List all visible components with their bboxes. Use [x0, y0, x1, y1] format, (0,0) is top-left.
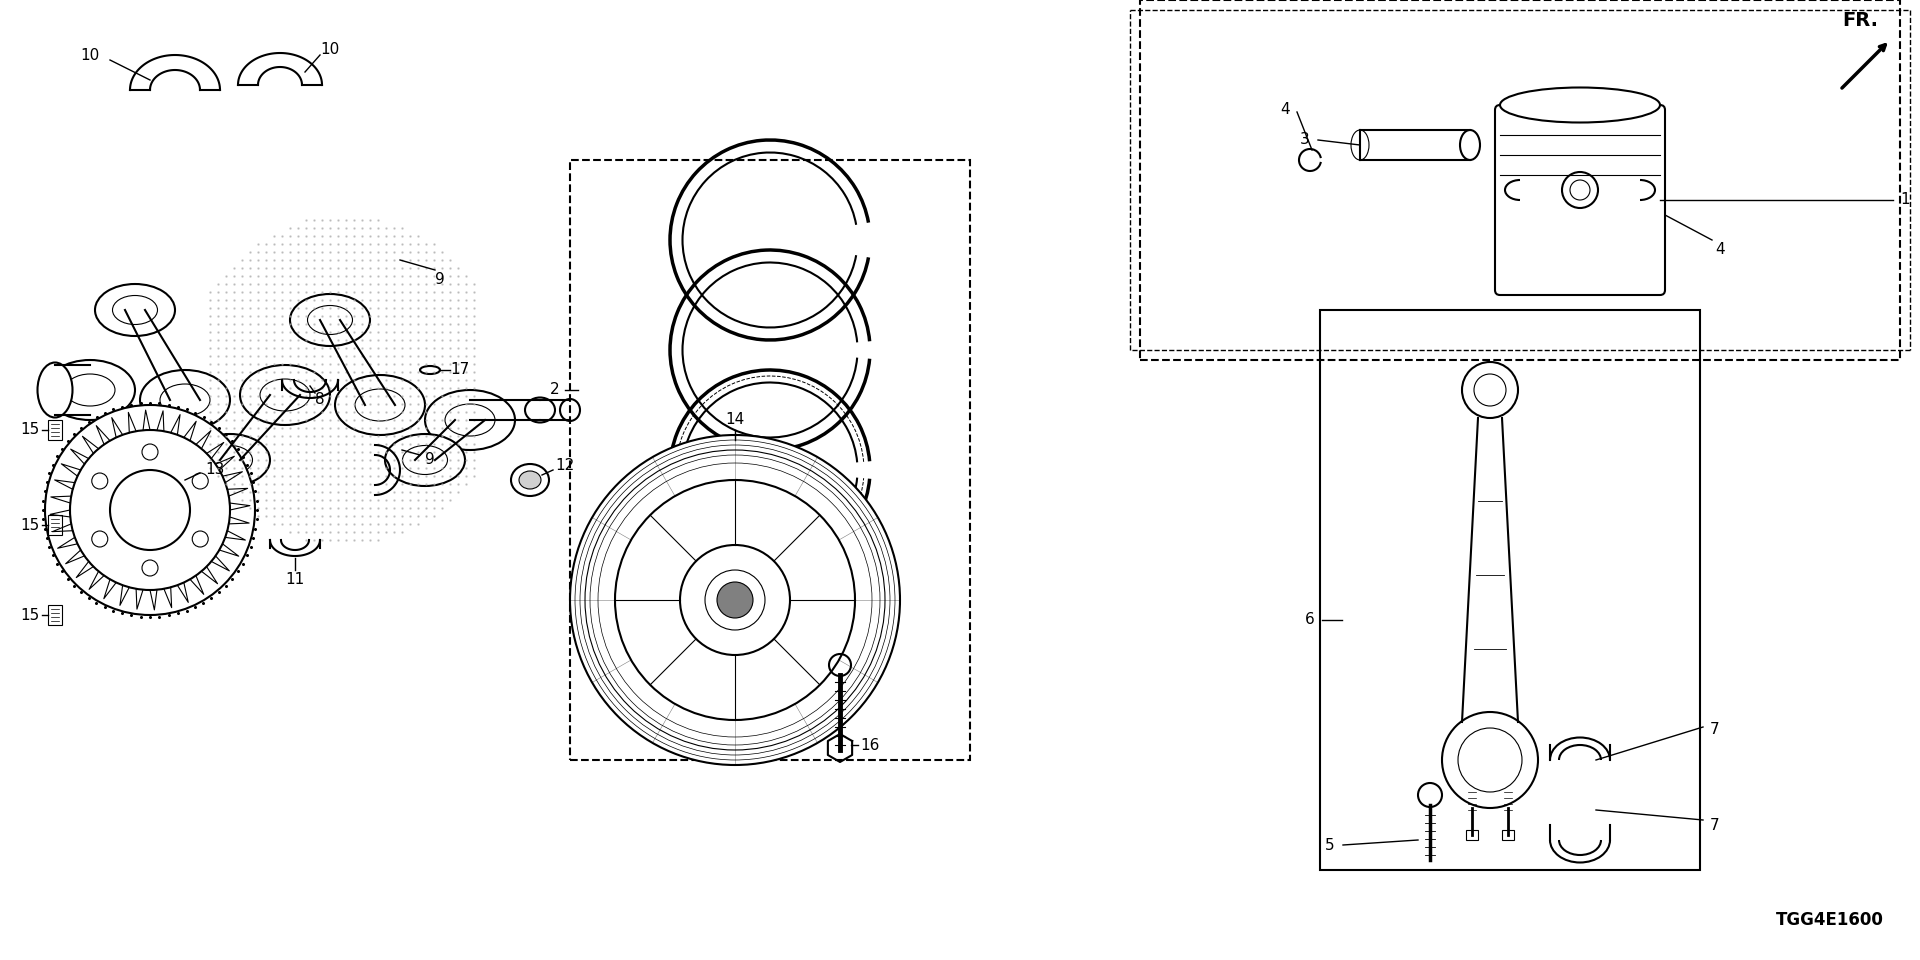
Text: 10: 10 — [81, 47, 100, 62]
Text: 9: 9 — [424, 452, 434, 468]
Circle shape — [614, 480, 854, 720]
Circle shape — [44, 405, 255, 615]
Text: 2: 2 — [551, 382, 561, 397]
Text: 8: 8 — [315, 393, 324, 407]
Ellipse shape — [386, 434, 465, 486]
Ellipse shape — [518, 471, 541, 489]
Bar — [48, 420, 61, 440]
Bar — [1501, 830, 1515, 840]
Text: 11: 11 — [286, 572, 305, 588]
Text: 7: 7 — [1711, 723, 1720, 737]
Ellipse shape — [524, 397, 555, 422]
Circle shape — [192, 473, 207, 489]
Text: 6: 6 — [1306, 612, 1315, 628]
Text: 13: 13 — [205, 463, 225, 477]
Ellipse shape — [403, 445, 447, 474]
Ellipse shape — [561, 399, 580, 421]
Text: TGG4E1600: TGG4E1600 — [1776, 911, 1884, 929]
Ellipse shape — [334, 375, 424, 435]
Ellipse shape — [355, 389, 405, 421]
Circle shape — [716, 582, 753, 618]
Ellipse shape — [511, 464, 549, 496]
Bar — [1467, 830, 1478, 840]
Circle shape — [92, 531, 108, 547]
Ellipse shape — [307, 305, 353, 334]
Text: 4: 4 — [1281, 103, 1290, 117]
Ellipse shape — [159, 384, 209, 416]
Bar — [1140, 0, 1901, 360]
Text: 14: 14 — [726, 413, 745, 427]
Circle shape — [570, 435, 900, 765]
Circle shape — [1571, 180, 1590, 200]
Circle shape — [586, 450, 885, 750]
Ellipse shape — [259, 379, 309, 411]
Text: 1: 1 — [1901, 193, 1910, 207]
Circle shape — [1475, 374, 1505, 406]
Ellipse shape — [1500, 87, 1661, 123]
Ellipse shape — [1352, 130, 1369, 160]
Circle shape — [1563, 172, 1597, 208]
Circle shape — [680, 545, 789, 655]
Ellipse shape — [424, 390, 515, 450]
Text: 3: 3 — [1300, 132, 1309, 148]
Ellipse shape — [420, 366, 440, 374]
Bar — [48, 515, 61, 535]
Circle shape — [142, 444, 157, 460]
Ellipse shape — [1459, 130, 1480, 160]
Ellipse shape — [445, 404, 495, 436]
Circle shape — [1442, 712, 1538, 808]
Bar — [48, 605, 61, 625]
Ellipse shape — [38, 363, 73, 418]
Text: 16: 16 — [860, 737, 879, 753]
Bar — [1321, 310, 1699, 870]
Text: 15: 15 — [21, 608, 40, 622]
Circle shape — [92, 473, 108, 489]
Text: 9: 9 — [436, 273, 445, 287]
Text: 7: 7 — [1711, 818, 1720, 832]
Text: 17: 17 — [451, 363, 470, 377]
Text: 4: 4 — [1715, 243, 1724, 257]
Text: 12: 12 — [555, 458, 574, 472]
Text: 15: 15 — [21, 422, 40, 438]
Text: 10: 10 — [321, 42, 340, 58]
Text: FR.: FR. — [1841, 11, 1878, 30]
Circle shape — [142, 560, 157, 576]
Circle shape — [1461, 362, 1519, 418]
Circle shape — [69, 430, 230, 590]
Ellipse shape — [113, 296, 157, 324]
Circle shape — [705, 570, 764, 630]
Ellipse shape — [240, 365, 330, 425]
Ellipse shape — [94, 284, 175, 336]
Ellipse shape — [140, 370, 230, 430]
Ellipse shape — [190, 434, 271, 486]
Ellipse shape — [44, 360, 134, 420]
Text: 5: 5 — [1325, 837, 1334, 852]
Circle shape — [1419, 783, 1442, 807]
Circle shape — [1457, 728, 1523, 792]
Ellipse shape — [65, 374, 115, 406]
Circle shape — [192, 531, 207, 547]
Text: 15: 15 — [21, 517, 40, 533]
Circle shape — [109, 470, 190, 550]
Bar — [570, 160, 970, 760]
Ellipse shape — [207, 445, 253, 474]
FancyBboxPatch shape — [1496, 105, 1665, 295]
Ellipse shape — [290, 294, 371, 346]
